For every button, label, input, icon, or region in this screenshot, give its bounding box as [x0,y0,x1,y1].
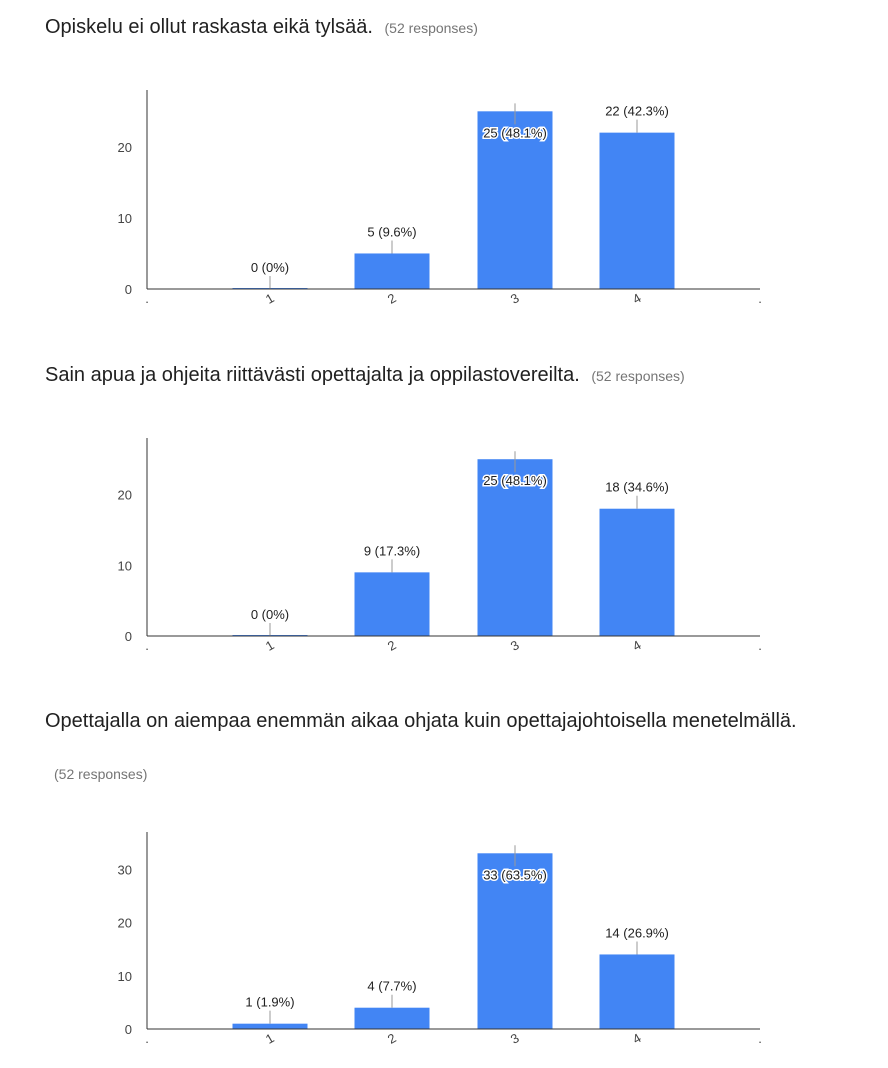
bar [477,111,553,289]
x-edge-tick: . [758,1031,762,1046]
y-tick-label: 0 [125,629,132,644]
x-tick-label: 2 [385,290,399,307]
x-edge-tick: . [145,291,149,306]
x-tick-label: 3 [508,290,522,307]
data-label: 1 (1.9%) [245,995,294,1010]
response-count: (52 responses) [384,20,478,36]
question-title-text: Opiskelu ei ollut raskasta eikä tylsää. [45,16,373,38]
bar-chart: 0 10 20 30 1 (1.9%) 1 4 (7.7%) 2 33 (63.5%) 3 14 (… [118,832,762,1047]
bar [354,1007,430,1029]
y-tick-label: 10 [118,558,132,573]
x-tick-label: 2 [385,1030,399,1047]
x-edge-tick: . [758,291,762,306]
question-3: Opettajalla on aiempaa enemmän aikaa ohj… [0,696,888,1068]
x-tick-label: 1 [263,1030,277,1047]
x-tick-label: 1 [263,637,277,654]
data-label: 33 (63.5%) [483,867,547,882]
data-label: 25 (48.1%) [483,125,547,140]
x-tick-label: 2 [385,637,399,654]
x-tick-label: 4 [630,1030,644,1047]
bar [354,572,430,636]
bar [354,253,430,289]
x-tick-label: 4 [630,637,644,654]
y-tick-label: 20 [118,916,132,931]
y-tick-label: 20 [118,488,132,503]
data-label: 5 (9.6%) [367,224,416,239]
data-label: 4 (7.7%) [367,979,416,994]
y-tick-label: 20 [118,140,132,155]
x-tick-label: 3 [508,637,522,654]
question-title: Opettajalla on aiempaa enemmän aikaa ohj… [45,708,805,734]
x-tick-label: 1 [263,290,277,307]
x-tick-label: 3 [508,1030,522,1047]
question-1: Opiskelu ei ollut raskasta eikä tylsää. … [0,0,888,345]
x-tick-label: 4 [630,290,644,307]
question-title: Opiskelu ei ollut raskasta eikä tylsää. … [45,14,478,41]
x-edge-tick: . [758,638,762,653]
y-tick-label: 30 [118,862,132,877]
data-label: 9 (17.3%) [364,543,420,558]
y-tick-label: 10 [118,211,132,226]
bar [599,508,675,636]
question-title-text: Sain apua ja ohjeita riittävästi opettaj… [45,364,580,386]
response-count: (52 responses) [591,368,685,384]
question-title: Sain apua ja ohjeita riittävästi opettaj… [45,362,685,389]
x-edge-tick: . [145,1031,149,1046]
y-tick-label: 0 [125,1022,132,1037]
data-label: 14 (26.9%) [605,925,669,940]
data-label: 0 (0%) [251,607,289,622]
bar [232,1023,308,1029]
y-tick-label: 0 [125,282,132,297]
data-label: 0 (0%) [251,260,289,275]
response-count: (52 responses) [54,766,148,782]
bar [599,132,675,289]
data-label: 18 (34.6%) [605,480,669,495]
data-label: 25 (48.1%) [483,473,547,488]
bar-chart: 0 10 20 0 (0%) 1 5 (9.6%) 2 25 (48.1%) 3 22 (42.3… [118,90,762,307]
question-title-text: Opettajalla on aiempaa enemmän aikaa ohj… [45,710,797,732]
y-tick-label: 10 [118,969,132,984]
bar [599,954,675,1029]
bar [477,853,553,1029]
question-2: Sain apua ja ohjeita riittävästi opettaj… [0,348,888,693]
x-edge-tick: . [145,638,149,653]
data-label: 22 (42.3%) [605,104,669,119]
bar-chart: 0 10 20 0 (0%) 1 9 (17.3%) 2 25 (48.1%) 3 18 (34.… [118,438,762,654]
bar [477,459,553,636]
